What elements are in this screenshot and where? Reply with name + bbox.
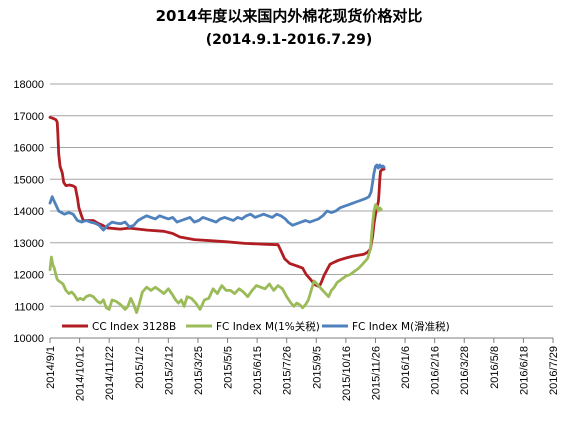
grid-lines	[50, 83, 553, 339]
x-tick-label: 2014/11/22	[104, 346, 116, 400]
x-tick-label: 2015/3/25	[193, 346, 205, 395]
y-tick-label: 12000	[13, 270, 44, 282]
series-line-1-cc-index-3128b	[48, 115, 386, 288]
plot-area	[48, 115, 386, 314]
y-tick-label: 13000	[13, 238, 44, 250]
y-tick-label: 18000	[13, 79, 44, 91]
x-tick-label: 2015/2/12	[163, 346, 175, 395]
x-tick-label: 2016/2/16	[430, 346, 442, 395]
y-tick-label: 16000	[13, 143, 44, 155]
x-tick-label: 2015/1/2	[134, 346, 146, 389]
legend: CC Index 3128B FC Index M(1%关税) FC Index M…	[62, 320, 450, 333]
x-tick-label: 2015/10/16	[341, 346, 353, 401]
x-tick-label: 2014/10/12	[75, 346, 87, 401]
x-tick-label: 2015/7/26	[282, 346, 294, 395]
x-tick-label: 2016/1/6	[400, 346, 412, 389]
x-tick-label: 2016/3/28	[459, 346, 471, 395]
x-tick-label: 2016/6/18	[518, 346, 530, 395]
chart-title: 2014年度以来国内外棉花现货价格对比	[156, 7, 423, 25]
x-tick-label: 2015/5/5	[223, 346, 235, 389]
series-line-3-fc-index-m	[48, 163, 386, 232]
y-tick-label: 17000	[13, 111, 44, 123]
x-tick-label: 2015/9/5	[311, 346, 323, 389]
x-axis: 2014/9/1 2014/10/12 2014/11/22 2015/1/2 2015…	[45, 338, 560, 401]
y-tick-label: 10000	[13, 333, 44, 345]
x-tick-label: 2014/9/1	[45, 346, 57, 389]
x-tick-label: 2015/11/26	[370, 346, 382, 400]
y-tick-label: 11000	[14, 301, 44, 313]
x-tick-label: 2016/7/29	[548, 346, 560, 395]
y-tick-label: 14000	[13, 206, 44, 218]
legend-label: CC Index 3128B	[92, 321, 176, 333]
y-axis-tick-labels: 10000 11000 12000 13000 14000 15000 16000 17000…	[13, 79, 44, 345]
legend-label: FC Index M(滑准税)	[352, 320, 450, 333]
chart-subtitle: (2014.9.1-2016.7.29)	[206, 32, 373, 48]
series-line-2-fc-index-m-1	[48, 203, 383, 314]
y-tick-label: 15000	[13, 174, 44, 186]
x-tick-label: 2016/5/8	[489, 346, 501, 389]
legend-label: FC Index M(1%关税)	[216, 320, 320, 333]
x-tick-label: 2015/6/15	[252, 346, 264, 395]
